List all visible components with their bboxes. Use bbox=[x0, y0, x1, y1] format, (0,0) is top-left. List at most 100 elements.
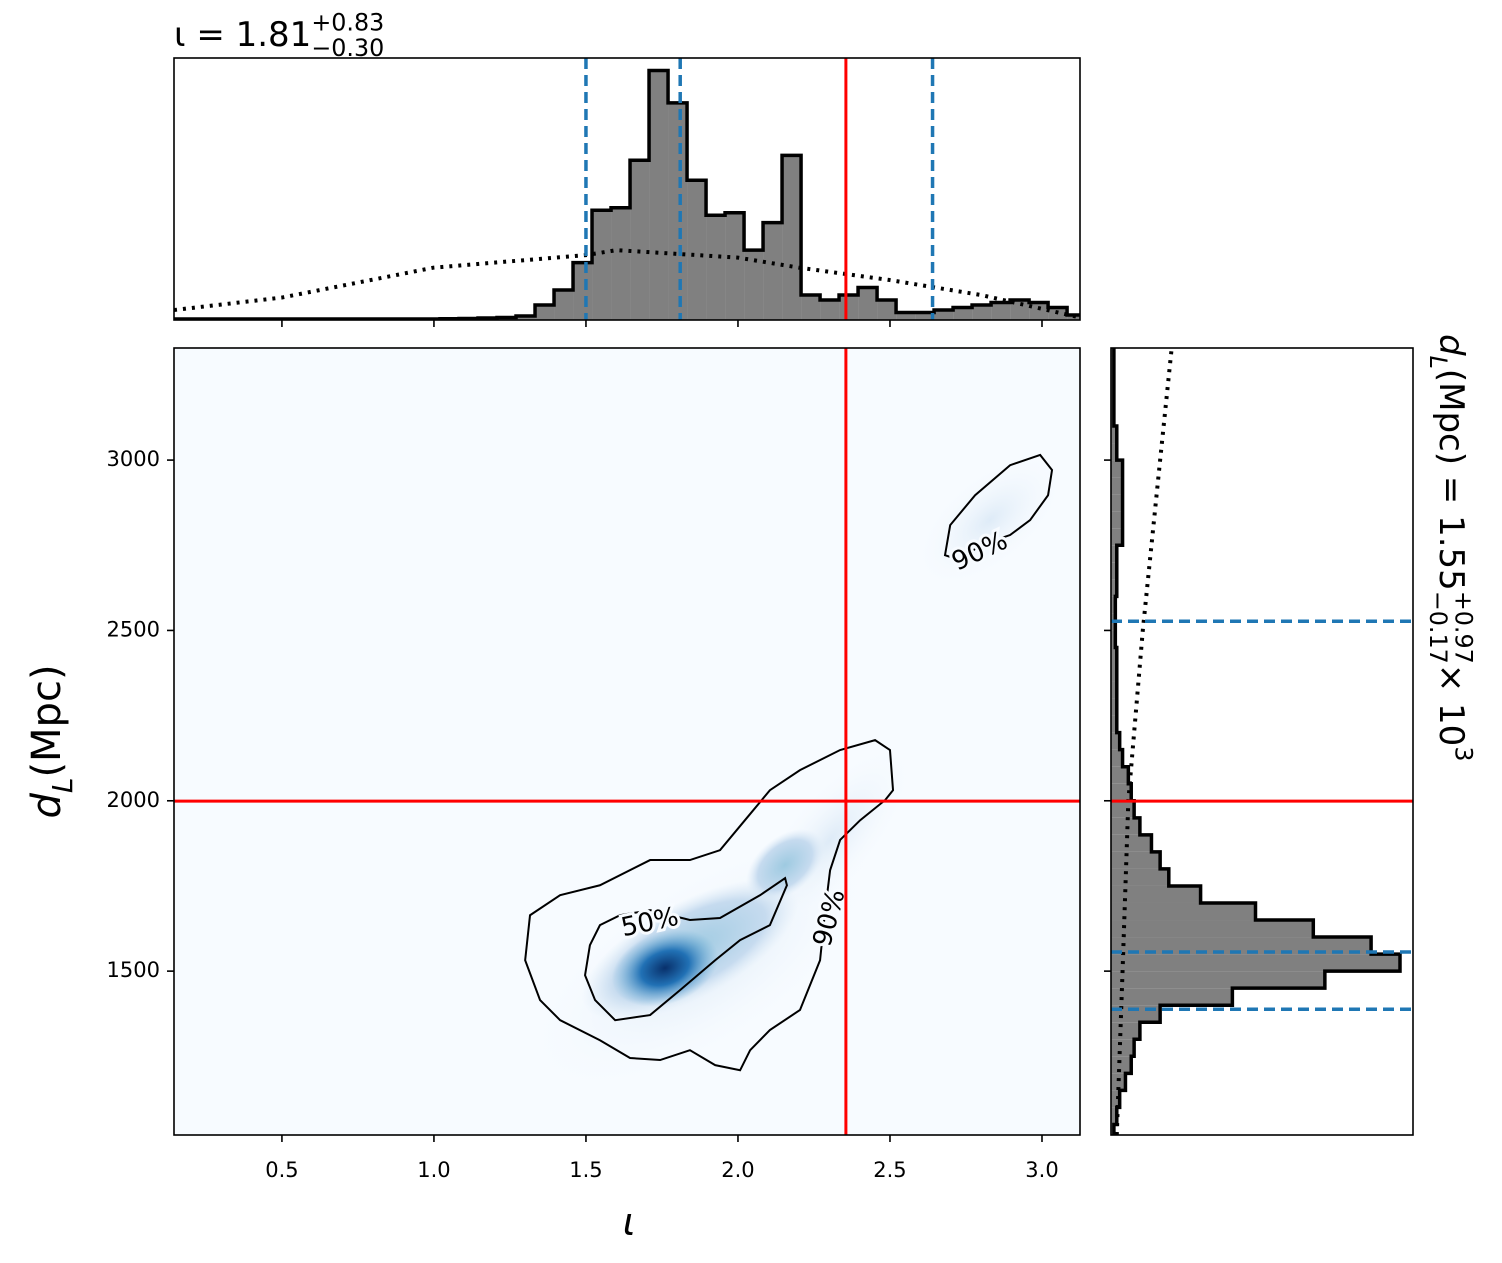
hist-bar bbox=[725, 212, 745, 320]
x-axis-label: ι bbox=[623, 1200, 636, 1244]
title-part: (Mpc) bbox=[24, 664, 70, 777]
hist-outline bbox=[174, 68, 1080, 320]
title-part: d bbox=[24, 793, 70, 819]
hist-bar bbox=[915, 312, 935, 320]
hist-bar bbox=[1111, 851, 1161, 869]
axes-frame bbox=[173, 347, 1081, 1136]
hist-bar bbox=[611, 207, 631, 320]
contour-line bbox=[584, 876, 788, 1022]
hist-bar bbox=[1111, 579, 1117, 597]
hist-bar bbox=[1111, 1056, 1132, 1074]
y-tick-label: 3000 bbox=[107, 447, 160, 471]
density-peak bbox=[611, 929, 719, 1007]
y-axis-label-text: dL (Mpc) bbox=[24, 664, 79, 818]
title-part: +0.97 bbox=[1449, 591, 1477, 664]
hist-bar bbox=[1111, 1022, 1140, 1040]
title-part: ι = 1.81 bbox=[174, 15, 311, 55]
histogram-title: ι = 1.81 +0.83−0.30 bbox=[174, 9, 384, 63]
hist-bar bbox=[1111, 902, 1256, 921]
title-part: 3 bbox=[1449, 746, 1477, 761]
hist-bar bbox=[687, 180, 707, 320]
y-tick-label: 2000 bbox=[107, 788, 160, 812]
hist-bar bbox=[1111, 630, 1116, 648]
hist-bar bbox=[991, 302, 1011, 320]
hist-bar bbox=[1111, 596, 1116, 614]
x-tick-label: 1.0 bbox=[417, 1158, 450, 1182]
hist-bar bbox=[801, 295, 821, 320]
prior-line bbox=[1114, 348, 1174, 1135]
x-tick-label: 3.0 bbox=[1025, 1158, 1058, 1182]
hist-bar bbox=[1111, 426, 1117, 444]
title-part: L bbox=[1424, 356, 1452, 369]
hist-bar bbox=[1111, 834, 1152, 852]
hist-bar bbox=[516, 316, 536, 320]
hist-bar bbox=[554, 290, 574, 320]
hist-bar bbox=[1111, 443, 1117, 461]
hist-bar bbox=[1111, 937, 1372, 955]
hist-bar bbox=[630, 160, 650, 320]
y-tick-label: 2500 bbox=[107, 617, 160, 641]
hist-bar bbox=[1111, 868, 1169, 886]
hist-bar bbox=[1111, 681, 1117, 699]
density-core bbox=[746, 828, 824, 902]
axes-frame bbox=[173, 57, 1081, 321]
hist-bar bbox=[1111, 477, 1123, 495]
hist-bar bbox=[1111, 1039, 1135, 1057]
density-heatmap bbox=[524, 452, 1065, 1094]
hist-bar bbox=[1111, 1073, 1126, 1091]
hist-bar bbox=[763, 222, 783, 320]
contour-line bbox=[524, 739, 895, 1072]
x-tick-label: 0.5 bbox=[265, 1158, 298, 1182]
hist-bar bbox=[706, 215, 726, 320]
density-halo bbox=[915, 452, 1065, 588]
hist-bar bbox=[877, 300, 897, 320]
hist-bar bbox=[1111, 817, 1140, 835]
contour-line bbox=[943, 453, 1054, 562]
hist-bar bbox=[1111, 511, 1123, 529]
histogram bbox=[1111, 348, 1413, 1135]
hist-bar bbox=[1111, 460, 1123, 478]
hist-bar bbox=[668, 102, 688, 320]
hist-bar bbox=[1111, 647, 1117, 665]
hist-bar bbox=[1111, 494, 1123, 512]
hist-bar bbox=[858, 287, 878, 320]
histogram bbox=[174, 58, 1080, 320]
hist-bar bbox=[1111, 766, 1129, 784]
hist-bar bbox=[953, 307, 973, 320]
hist-bar bbox=[1111, 562, 1117, 580]
hist-bar bbox=[896, 312, 916, 320]
hist-bar bbox=[1111, 698, 1117, 716]
hist-outline bbox=[1112, 348, 1402, 1135]
y-axis-label: dL (Mpc) bbox=[24, 664, 79, 818]
hist-bar bbox=[972, 305, 992, 320]
hist-bar bbox=[1111, 1090, 1120, 1108]
hist-bar bbox=[1111, 971, 1325, 989]
hist-bar bbox=[1111, 800, 1135, 818]
hist-bar bbox=[744, 250, 764, 320]
histogram-title: dL (Mpc) = 1.55+0.97−0.17 × 103 bbox=[1424, 334, 1478, 761]
hist-bar bbox=[934, 310, 954, 320]
hist-bar bbox=[1111, 885, 1201, 903]
hist-bar bbox=[535, 305, 555, 320]
title-part: L bbox=[46, 778, 79, 794]
hist-bar bbox=[573, 262, 593, 320]
hist-bar bbox=[1111, 988, 1233, 1006]
y-tick-label: 1500 bbox=[107, 958, 160, 982]
hist-bar bbox=[1029, 302, 1049, 320]
hist-bar bbox=[1111, 920, 1314, 938]
hist-bar bbox=[839, 295, 859, 320]
title-part: × 10 bbox=[1431, 664, 1471, 747]
title-part: −0.17 bbox=[1424, 591, 1452, 664]
hist-bar bbox=[782, 155, 802, 320]
hist-bar bbox=[592, 210, 612, 320]
hist-bar bbox=[1111, 1107, 1117, 1125]
hist-bar bbox=[1111, 545, 1117, 563]
title-part: (Mpc) = 1.55 bbox=[1431, 369, 1471, 591]
axes-frames bbox=[173, 57, 1414, 1136]
hist-bar bbox=[1111, 749, 1123, 767]
x-tick-label: 2.0 bbox=[721, 1158, 754, 1182]
hist-bar bbox=[649, 70, 669, 320]
x-tick-label: 1.5 bbox=[569, 1158, 602, 1182]
hist-bar bbox=[820, 300, 840, 320]
